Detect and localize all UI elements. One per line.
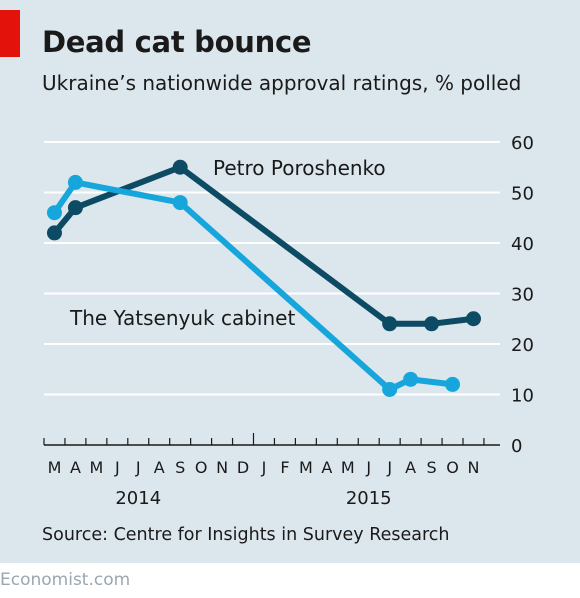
chart-subtitle: Ukraine’s nationwide approval ratings, %…	[42, 71, 522, 95]
month-label: O	[446, 458, 459, 477]
y-tick-label: 50	[511, 184, 534, 205]
data-point	[465, 311, 481, 327]
data-point	[445, 376, 461, 392]
month-label: J	[261, 458, 267, 477]
month-label: A	[321, 458, 332, 477]
chart-title: Dead cat bounce	[42, 25, 312, 59]
series-label-poroshenko: Petro Poroshenko	[213, 156, 386, 180]
data-point	[172, 195, 188, 211]
economist-red-tag	[0, 10, 20, 57]
brand-logo-text: Economist.com	[0, 570, 131, 590]
y-tick-label: 40	[511, 234, 534, 255]
month-label: F	[280, 458, 289, 477]
data-point	[46, 225, 62, 241]
data-point	[382, 316, 398, 332]
chart-panel	[0, 0, 580, 563]
data-point	[382, 381, 398, 397]
month-label: A	[154, 458, 165, 477]
month-label: J	[386, 458, 392, 477]
data-point	[67, 200, 83, 216]
month-label: M	[341, 458, 355, 477]
y-tick-label: 60	[511, 133, 534, 154]
data-point	[46, 205, 62, 221]
month-label: M	[48, 458, 62, 477]
month-label: N	[216, 458, 228, 477]
series-line	[51, 179, 456, 393]
month-label: J	[114, 458, 120, 477]
source-note: Source: Centre for Insights in Survey Re…	[42, 525, 450, 545]
month-label: J	[135, 458, 141, 477]
month-label: D	[237, 458, 249, 477]
year-label: 2015	[346, 488, 392, 509]
y-tick-label: 0	[511, 436, 522, 457]
y-tick-label: 10	[511, 386, 534, 407]
data-point	[67, 174, 83, 190]
data-point	[424, 316, 440, 332]
month-label: O	[195, 458, 208, 477]
month-label: M	[299, 458, 313, 477]
data-point	[172, 159, 188, 175]
y-tick-label: 30	[511, 285, 534, 306]
data-point	[403, 371, 419, 387]
month-label: S	[426, 458, 436, 477]
month-label: M	[89, 458, 103, 477]
month-label: N	[467, 458, 479, 477]
month-label: A	[405, 458, 416, 477]
month-label: J	[365, 458, 371, 477]
y-tick-label: 20	[511, 335, 534, 356]
month-label: S	[175, 458, 185, 477]
month-label: A	[70, 458, 81, 477]
series-label-yatsenyuk: The Yatsenyuk cabinet	[69, 306, 295, 330]
year-label: 2014	[115, 488, 161, 509]
